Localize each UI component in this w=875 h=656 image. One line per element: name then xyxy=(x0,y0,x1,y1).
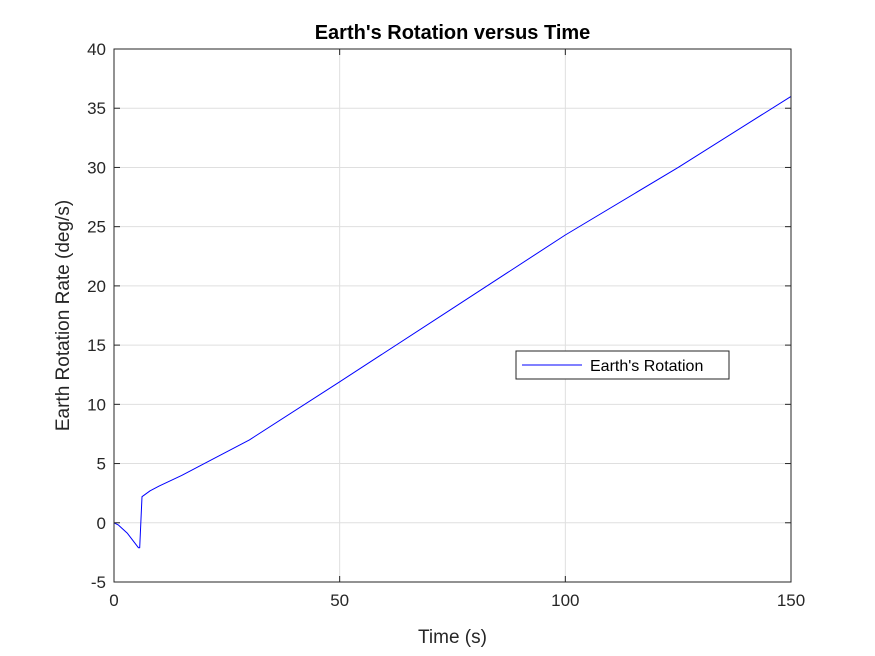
x-tick-label: 150 xyxy=(777,591,805,610)
x-axis-label: Time (s) xyxy=(418,627,487,648)
y-tick-label: 10 xyxy=(87,395,106,414)
y-tick-labels: -5 0 5 10 15 20 25 30 35 40 xyxy=(87,40,106,592)
chart-title: Earth's Rotation versus Time xyxy=(315,22,591,44)
y-tick-label: -5 xyxy=(91,573,106,592)
legend-entry-earths-rotation: Earth's Rotation xyxy=(590,358,703,375)
x-tick-labels: 0 50 100 150 xyxy=(109,591,805,610)
series-lines xyxy=(113,95,792,549)
y-tick-label: 5 xyxy=(97,455,106,474)
y-tick-label: 25 xyxy=(87,218,106,237)
y-tick-label: 40 xyxy=(87,40,106,59)
series-line-earths-rotation xyxy=(113,95,792,549)
y-tick-label: 0 xyxy=(97,514,106,533)
grid-lines xyxy=(114,49,791,582)
legend: Earth's Rotation xyxy=(515,350,730,380)
y-tick-label: 15 xyxy=(87,336,106,355)
x-tick-label: 0 xyxy=(109,591,118,610)
x-tick-label: 100 xyxy=(551,591,579,610)
axis-ticks xyxy=(113,48,792,583)
y-tick-label: 35 xyxy=(87,99,106,118)
y-tick-label: 20 xyxy=(87,277,106,296)
plot-area-frame xyxy=(113,48,792,583)
y-tick-label: 30 xyxy=(87,158,106,177)
y-axis-label: Earth Rotation Rate (deg/s) xyxy=(53,200,74,431)
x-tick-label: 50 xyxy=(330,591,349,610)
